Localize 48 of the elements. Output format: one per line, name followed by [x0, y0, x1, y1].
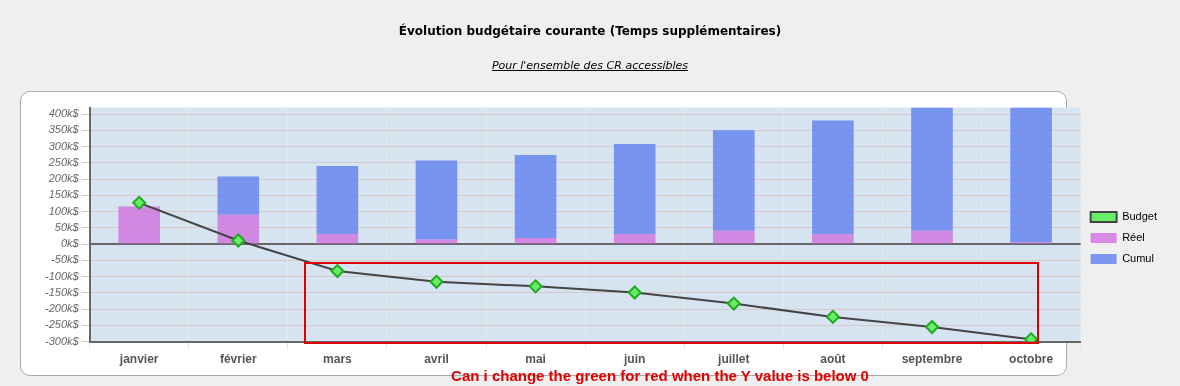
x-tick-label: avril: [424, 352, 449, 367]
bar: [217, 176, 260, 215]
y-tick-label: 0k$: [60, 237, 80, 250]
x-tick-label: janvier: [118, 352, 159, 367]
bar: [118, 206, 160, 244]
bar: [415, 239, 458, 244]
bar: [911, 107, 953, 231]
bar: [316, 234, 359, 244]
bar: [911, 230, 953, 244]
bar: [712, 230, 755, 244]
y-tick-label: -250k$: [44, 318, 80, 331]
y-tick-label: 400k$: [48, 107, 80, 120]
y-tick-label: 150k$: [48, 188, 80, 201]
x-tick-label: octobre: [1009, 352, 1054, 367]
bar: [712, 130, 755, 231]
chart-title: Évolution budgétaire courante (Temps supplémentaires): [397, 24, 783, 38]
legend-label: Réel: [1122, 231, 1145, 244]
bar: [316, 166, 359, 235]
x-tick-label: février: [219, 352, 257, 367]
y-tick-label: -100k$: [44, 269, 80, 282]
x-tick-label: mai: [525, 352, 546, 367]
bar: [812, 234, 854, 244]
bar: [1010, 107, 1052, 243]
x-tick-label: septembre: [901, 352, 963, 367]
y-tick-label: 350k$: [48, 123, 80, 136]
x-tick-label: juin: [623, 352, 646, 367]
x-tick-label: mars: [323, 352, 353, 367]
y-tick-label: 50k$: [54, 220, 80, 233]
bar: [812, 120, 854, 235]
bar: [514, 155, 557, 238]
text: Can i change the green for red when the Y value is below 0: [450, 367, 870, 384]
y-tick-label: 250k$: [47, 155, 80, 168]
y-tick-label: -300k$: [44, 334, 80, 347]
y-tick-label: 300k$: [48, 139, 80, 152]
bar: [613, 234, 656, 244]
legend-label: Budget: [1122, 210, 1158, 223]
y-tick-label: 200k$: [47, 172, 80, 185]
legend-label: Cumul: [1122, 252, 1154, 265]
chart-subtitle: Pour l'ensemble des CR accessibles: [490, 59, 690, 72]
y-tick-label: -50k$: [51, 253, 80, 266]
x-tick-label: juillet: [717, 352, 750, 367]
x-tick-label: août: [820, 352, 846, 367]
bar: [514, 237, 557, 244]
y-tick-label: -200k$: [44, 302, 80, 315]
bar: [415, 160, 458, 240]
y-tick-label: 100k$: [48, 204, 80, 217]
bar: [613, 144, 656, 235]
y-tick-label: -150k$: [44, 285, 80, 298]
